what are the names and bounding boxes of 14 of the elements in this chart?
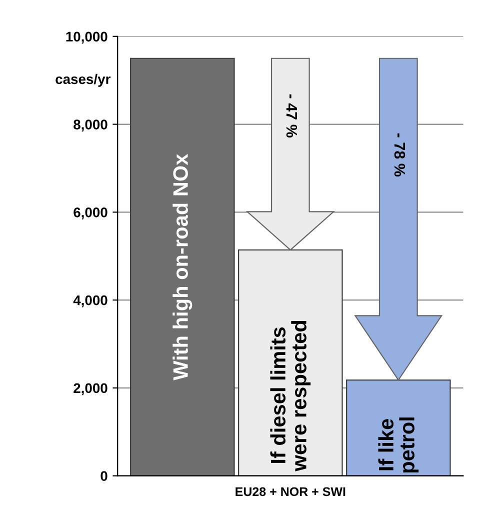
y-axis-title: cases/yr	[56, 74, 110, 87]
x-tick-label: If diesel limits were respected	[270, 320, 311, 472]
y-tick-label: 10,000	[66, 32, 108, 44]
annotation: - 78 %	[394, 133, 406, 177]
y-tick-label: 2,000	[74, 383, 108, 396]
bar	[130, 58, 235, 476]
x-tick-label: If like petrol	[378, 417, 419, 473]
y-tick-label: 6,000	[74, 207, 108, 220]
x-tick-label: With high on-road NOx	[172, 154, 192, 380]
annotation: - 47 %	[286, 94, 298, 138]
y-tick-label: 4,000	[73, 295, 108, 308]
y-tick-label: 0	[100, 471, 108, 481]
y-tick-label: 8,000	[74, 120, 108, 132]
x-axis-title: EU28 + NOR + SWI	[236, 487, 346, 496]
